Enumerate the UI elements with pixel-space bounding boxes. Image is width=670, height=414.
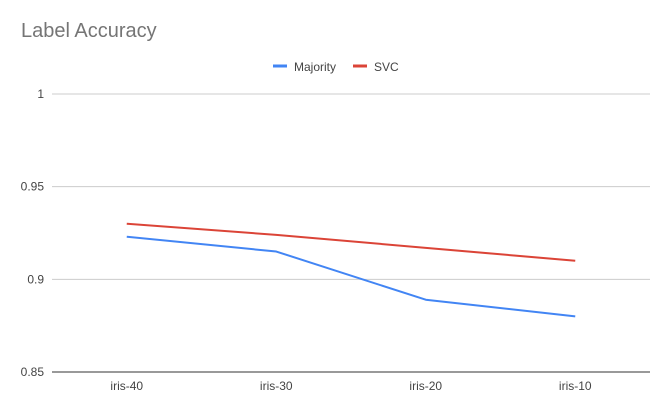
y-tick-label: 0.85 xyxy=(21,365,45,379)
legend-label: Majority xyxy=(294,60,336,74)
series-line-majority xyxy=(126,235,576,318)
legend-item-svc: SVC xyxy=(353,60,399,74)
x-axis-tick-labels: iris-40 iris-30 iris-20 iris-10 xyxy=(110,379,591,393)
x-tick-label: iris-30 xyxy=(260,379,293,393)
x-tick-label: iris-40 xyxy=(110,379,143,393)
legend: Majority SVC xyxy=(273,60,399,74)
y-tick-label: 0.95 xyxy=(21,180,45,194)
x-tick-label: iris-20 xyxy=(409,379,442,393)
x-tick-label: iris-10 xyxy=(559,379,592,393)
legend-label: SVC xyxy=(374,60,399,74)
y-tick-label: 1 xyxy=(37,87,44,101)
y-tick-label: 0.9 xyxy=(27,272,44,286)
y-axis-tick-labels: 0.85 0.9 0.95 1 xyxy=(21,87,45,379)
legend-item-majority: Majority xyxy=(273,60,336,74)
chart-title: Label Accuracy xyxy=(21,20,157,42)
series-line-svc xyxy=(126,222,576,262)
gridlines xyxy=(52,93,650,373)
series-lines xyxy=(126,222,576,318)
